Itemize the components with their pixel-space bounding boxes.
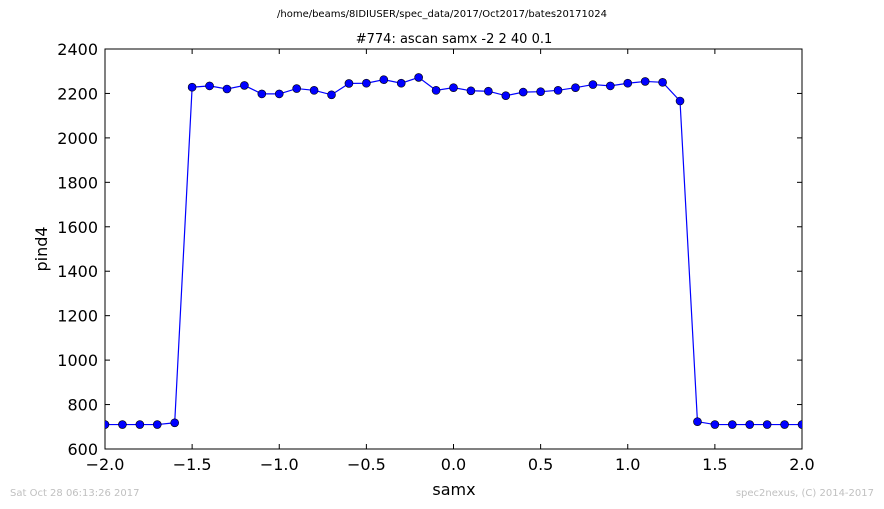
chart-title: #774: ascan samx -2 2 40 0.1	[356, 32, 553, 47]
data-point	[537, 88, 545, 96]
data-point	[746, 421, 754, 429]
y-tick-label: 2200	[57, 84, 98, 103]
data-point	[693, 418, 701, 426]
x-tick-label: 0.5	[528, 455, 553, 474]
y-tick-label: 2000	[57, 129, 98, 148]
footer-credit: spec2nexus, (C) 2014-2017	[736, 488, 874, 499]
data-point	[240, 81, 248, 89]
x-tick-label: −1.0	[260, 455, 299, 474]
y-tick-label: 600	[67, 440, 98, 459]
data-point	[153, 421, 161, 429]
data-point	[310, 86, 318, 94]
data-point	[415, 73, 423, 81]
data-point	[659, 78, 667, 86]
data-point	[554, 86, 562, 94]
data-point	[781, 421, 789, 429]
data-point	[397, 79, 405, 87]
y-tick-label: 1600	[57, 218, 98, 237]
data-point	[484, 87, 492, 95]
y-axis-label: pind4	[32, 226, 51, 271]
data-point	[450, 84, 458, 92]
x-tick-label: 2.0	[789, 455, 814, 474]
data-point	[728, 421, 736, 429]
x-axis-label: samx	[432, 480, 475, 499]
x-tick-label: −0.5	[347, 455, 386, 474]
data-point	[206, 82, 214, 90]
y-tick-label: 1400	[57, 262, 98, 281]
y-tick-label: 1800	[57, 173, 98, 192]
data-point	[171, 419, 179, 427]
data-point	[118, 421, 126, 429]
data-point	[345, 79, 353, 87]
footer-timestamp: Sat Oct 28 06:13:26 2017	[10, 488, 140, 499]
data-point	[188, 83, 196, 91]
data-point	[223, 85, 231, 93]
data-point	[432, 86, 440, 94]
data-point	[293, 85, 301, 93]
data-point	[571, 84, 579, 92]
data-point	[798, 421, 806, 429]
data-point	[763, 421, 771, 429]
data-point	[328, 91, 336, 99]
x-tick-label: −1.5	[173, 455, 212, 474]
data-point	[275, 90, 283, 98]
data-point	[362, 79, 370, 87]
data-point	[467, 87, 475, 95]
data-point	[519, 88, 527, 96]
data-point	[676, 97, 684, 105]
plot-area	[105, 49, 802, 449]
y-tick-label: 1200	[57, 307, 98, 326]
data-point	[101, 421, 109, 429]
data-point	[136, 421, 144, 429]
data-point	[589, 81, 597, 89]
y-tick-label: 1000	[57, 351, 98, 370]
data-point	[606, 82, 614, 90]
data-point	[624, 79, 632, 87]
data-point	[258, 90, 266, 98]
data-point	[641, 77, 649, 85]
y-tick-label: 800	[67, 396, 98, 415]
x-tick-label: 0.0	[441, 455, 466, 474]
y-tick-label: 2400	[57, 40, 98, 59]
data-point	[380, 76, 388, 84]
x-tick-label: 1.0	[615, 455, 640, 474]
data-point	[502, 92, 510, 100]
data-point	[711, 421, 719, 429]
x-tick-label: 1.5	[702, 455, 727, 474]
